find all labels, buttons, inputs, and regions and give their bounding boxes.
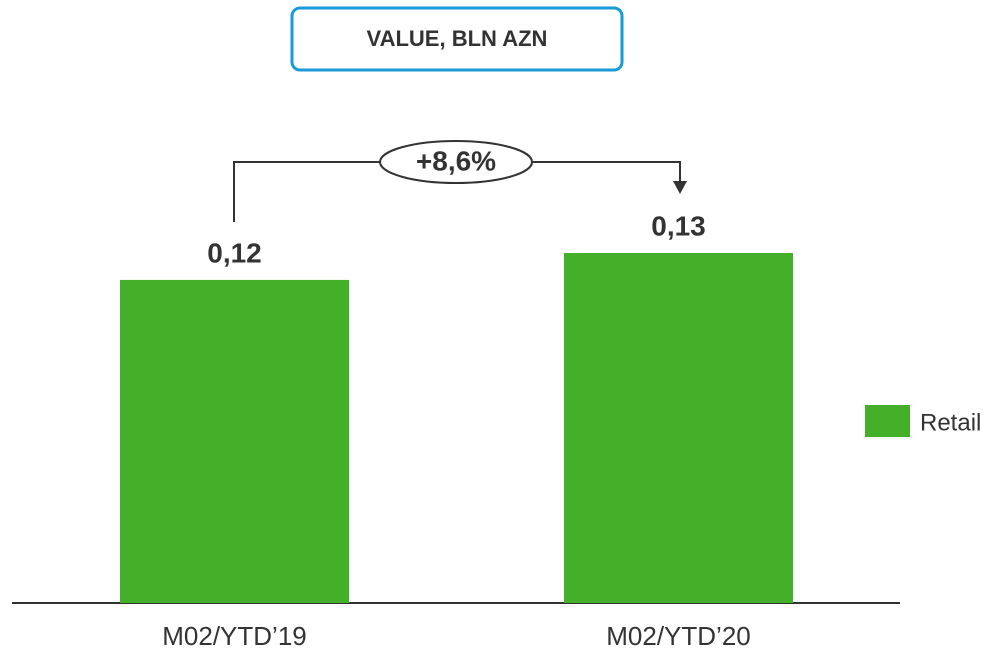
bar xyxy=(564,253,793,603)
x-tick-label: M02/YTD’20 xyxy=(606,621,751,651)
title-box xyxy=(290,6,624,72)
chart-title: VALUE, BLN AZN xyxy=(367,26,548,51)
legend-label: Retail xyxy=(920,409,981,436)
bar xyxy=(120,279,349,603)
x-tick-label: M02/YTD’19 xyxy=(162,621,307,651)
value-label: 0,13 xyxy=(651,210,706,241)
change-bubble xyxy=(379,140,533,184)
value-label: 0,12 xyxy=(207,237,262,268)
legend-swatch xyxy=(865,405,910,437)
arrow-head xyxy=(673,181,687,194)
change-label: +8,6% xyxy=(416,145,496,176)
